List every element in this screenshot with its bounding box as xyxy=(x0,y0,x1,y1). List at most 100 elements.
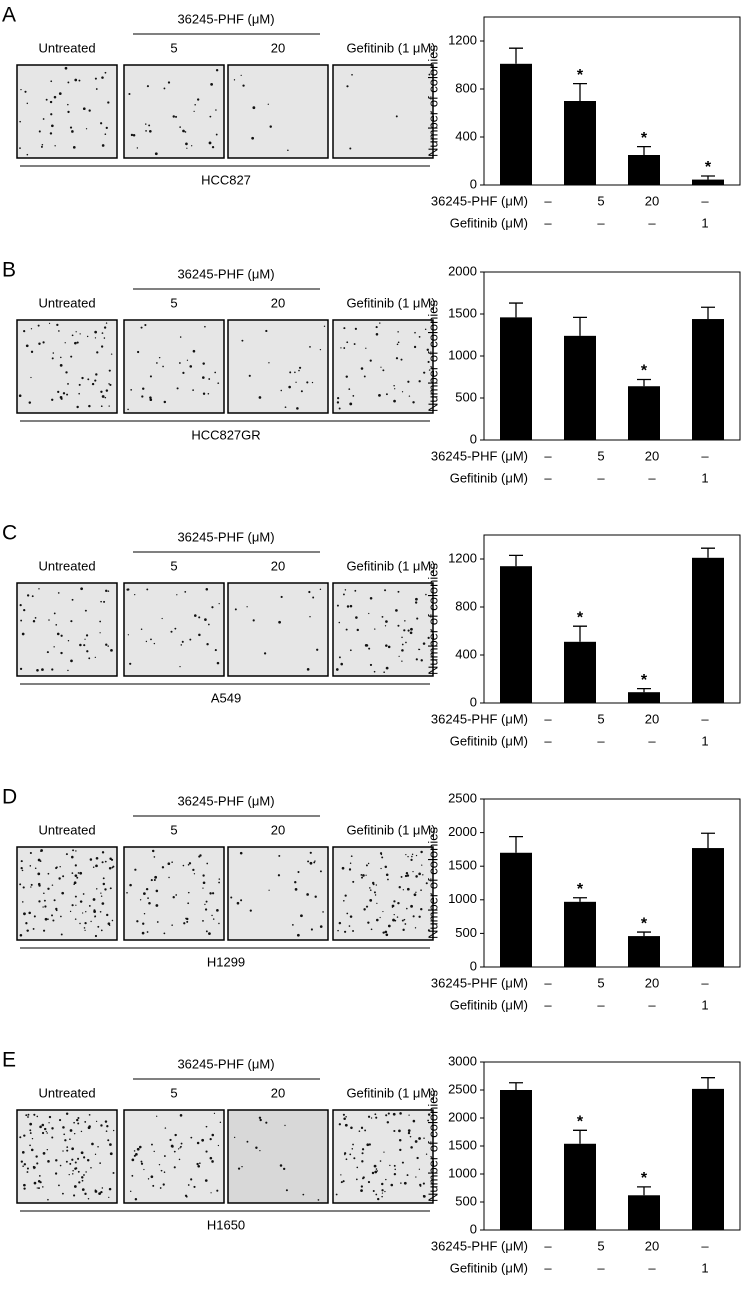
colony-dot xyxy=(311,381,314,384)
colony-dot xyxy=(182,371,185,375)
colony-dot xyxy=(365,874,367,876)
colony-dot xyxy=(184,131,187,133)
colony-dot xyxy=(346,605,350,608)
colony-dot xyxy=(47,918,49,920)
colony-dot xyxy=(177,1148,180,1150)
colony-image xyxy=(227,582,329,677)
colony-dot xyxy=(349,915,353,918)
colony-dot xyxy=(343,899,345,902)
colony-dot xyxy=(407,629,410,632)
colony-dot xyxy=(343,327,346,330)
colony-dot xyxy=(382,931,385,934)
colony-dot xyxy=(149,396,152,399)
colony-dot xyxy=(387,878,389,881)
colony-dot xyxy=(107,101,110,104)
colony-dot xyxy=(285,1189,288,1192)
colony-dot xyxy=(84,1192,87,1196)
colony-dot xyxy=(104,396,107,399)
colony-dot xyxy=(60,634,63,637)
bar xyxy=(628,386,660,440)
colony-dot xyxy=(152,1184,155,1187)
condition-value: 20 xyxy=(645,448,659,463)
colony-dot xyxy=(420,889,422,891)
colony-dot xyxy=(133,1150,136,1152)
colony-dot xyxy=(425,1153,428,1155)
colony-dot xyxy=(415,597,418,601)
colony-dot xyxy=(202,919,204,922)
colony-dot xyxy=(95,864,98,868)
colony-dot xyxy=(425,882,428,885)
colony-dot xyxy=(294,371,296,374)
colony-dot xyxy=(194,104,196,106)
image-label: 20 xyxy=(271,558,285,573)
colony-dot xyxy=(385,1178,387,1181)
colony-dot xyxy=(29,865,32,867)
treatment-label: 36245-PHF (μM) xyxy=(177,11,274,26)
significance-mark: * xyxy=(641,1170,648,1187)
bar-chart: Number of colonies 0 500 1000 1500 2000 2500 * *… xyxy=(425,790,741,1012)
colony-dot xyxy=(71,904,74,907)
condition-value: – xyxy=(544,448,552,463)
colony-dot xyxy=(402,928,405,932)
panel-letter: E xyxy=(2,1049,16,1072)
colony-dot xyxy=(216,661,220,665)
colony-dot xyxy=(189,638,192,641)
colony-dot xyxy=(79,333,81,335)
colony-dot xyxy=(26,594,30,597)
error-bar xyxy=(701,832,715,849)
colony-dot xyxy=(352,930,355,932)
colony-dot xyxy=(88,657,91,660)
colony-dot xyxy=(342,593,345,596)
colony-dot xyxy=(94,656,96,659)
image-label: Gefitinib (1 μM) xyxy=(346,295,435,310)
condition-value: – xyxy=(544,975,552,990)
colony-dot xyxy=(85,128,88,130)
condition-value: – xyxy=(544,711,552,726)
colony-dot xyxy=(263,652,267,655)
colony-dot xyxy=(162,1183,165,1186)
colony-dot xyxy=(51,357,54,360)
colony-dot xyxy=(345,628,348,631)
colony-dot xyxy=(101,861,104,864)
colony-dot xyxy=(210,1192,212,1194)
colony-dot xyxy=(33,1166,36,1169)
colony-dot xyxy=(87,378,90,381)
colony-dot xyxy=(28,401,32,404)
colony-dot xyxy=(351,73,353,76)
colony-dot xyxy=(420,907,423,911)
colony-dot xyxy=(306,668,310,671)
bar xyxy=(564,1143,596,1230)
bar xyxy=(628,936,660,967)
colony-dot xyxy=(280,595,283,599)
panel: A 36245-PHF (μM) Untreated 5 20 Gefitinib (1 … xyxy=(2,4,436,188)
colony-dot xyxy=(26,102,29,105)
colony-dot xyxy=(374,1170,378,1174)
colony-dot xyxy=(90,920,92,923)
colony-dot xyxy=(319,349,322,351)
colony-dot xyxy=(385,393,388,396)
colony-dot xyxy=(129,662,132,665)
colony-dot xyxy=(43,899,46,902)
colony-dot xyxy=(193,1185,196,1188)
colony-dot xyxy=(104,133,107,136)
colony-dot xyxy=(255,1146,258,1149)
colony-dot xyxy=(70,620,73,623)
bar xyxy=(692,179,724,185)
colony-dot xyxy=(78,79,81,82)
colony-dot xyxy=(335,668,339,671)
colony-dot xyxy=(108,383,110,385)
colony-dot xyxy=(369,663,373,667)
colony-dot xyxy=(241,339,244,342)
colony-dot xyxy=(37,872,41,876)
colony-dot xyxy=(344,1123,348,1127)
colony-dot xyxy=(185,142,188,146)
colony-dot xyxy=(356,1166,359,1169)
colony-dot xyxy=(36,668,39,672)
colony-dot xyxy=(22,886,25,889)
colony-dot xyxy=(278,854,281,857)
colony-dot xyxy=(374,894,377,896)
colony-dot xyxy=(109,887,112,890)
colony-dot xyxy=(42,1152,46,1155)
colony-dot xyxy=(365,347,367,349)
colony-dot xyxy=(375,1193,378,1196)
